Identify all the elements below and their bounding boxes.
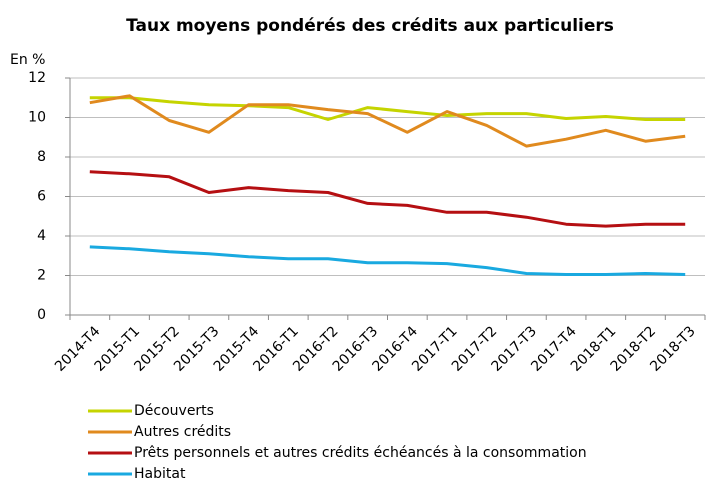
chart-title: Taux moyens pondérés des crédits aux par… <box>126 16 614 36</box>
series-line <box>89 245 686 276</box>
series-line <box>89 170 686 228</box>
y-tick-label: 6 <box>37 189 46 205</box>
series-line <box>89 94 686 148</box>
legend-label: Prêts personnels et autres crédits échéa… <box>134 445 587 461</box>
y-tick-label: 4 <box>37 228 46 244</box>
y-tick-label: 10 <box>28 110 46 126</box>
y-tick-label: 0 <box>37 307 46 323</box>
y-tick-label: 12 <box>28 70 46 86</box>
legend-label: Découverts <box>134 403 214 419</box>
legend-label: Habitat <box>134 466 186 480</box>
legend-label: Autres crédits <box>134 424 231 440</box>
y-axis-label: En % <box>10 52 45 68</box>
y-tick-label: 2 <box>37 268 46 284</box>
y-tick-label: 8 <box>37 149 46 165</box>
series-line <box>89 96 686 121</box>
